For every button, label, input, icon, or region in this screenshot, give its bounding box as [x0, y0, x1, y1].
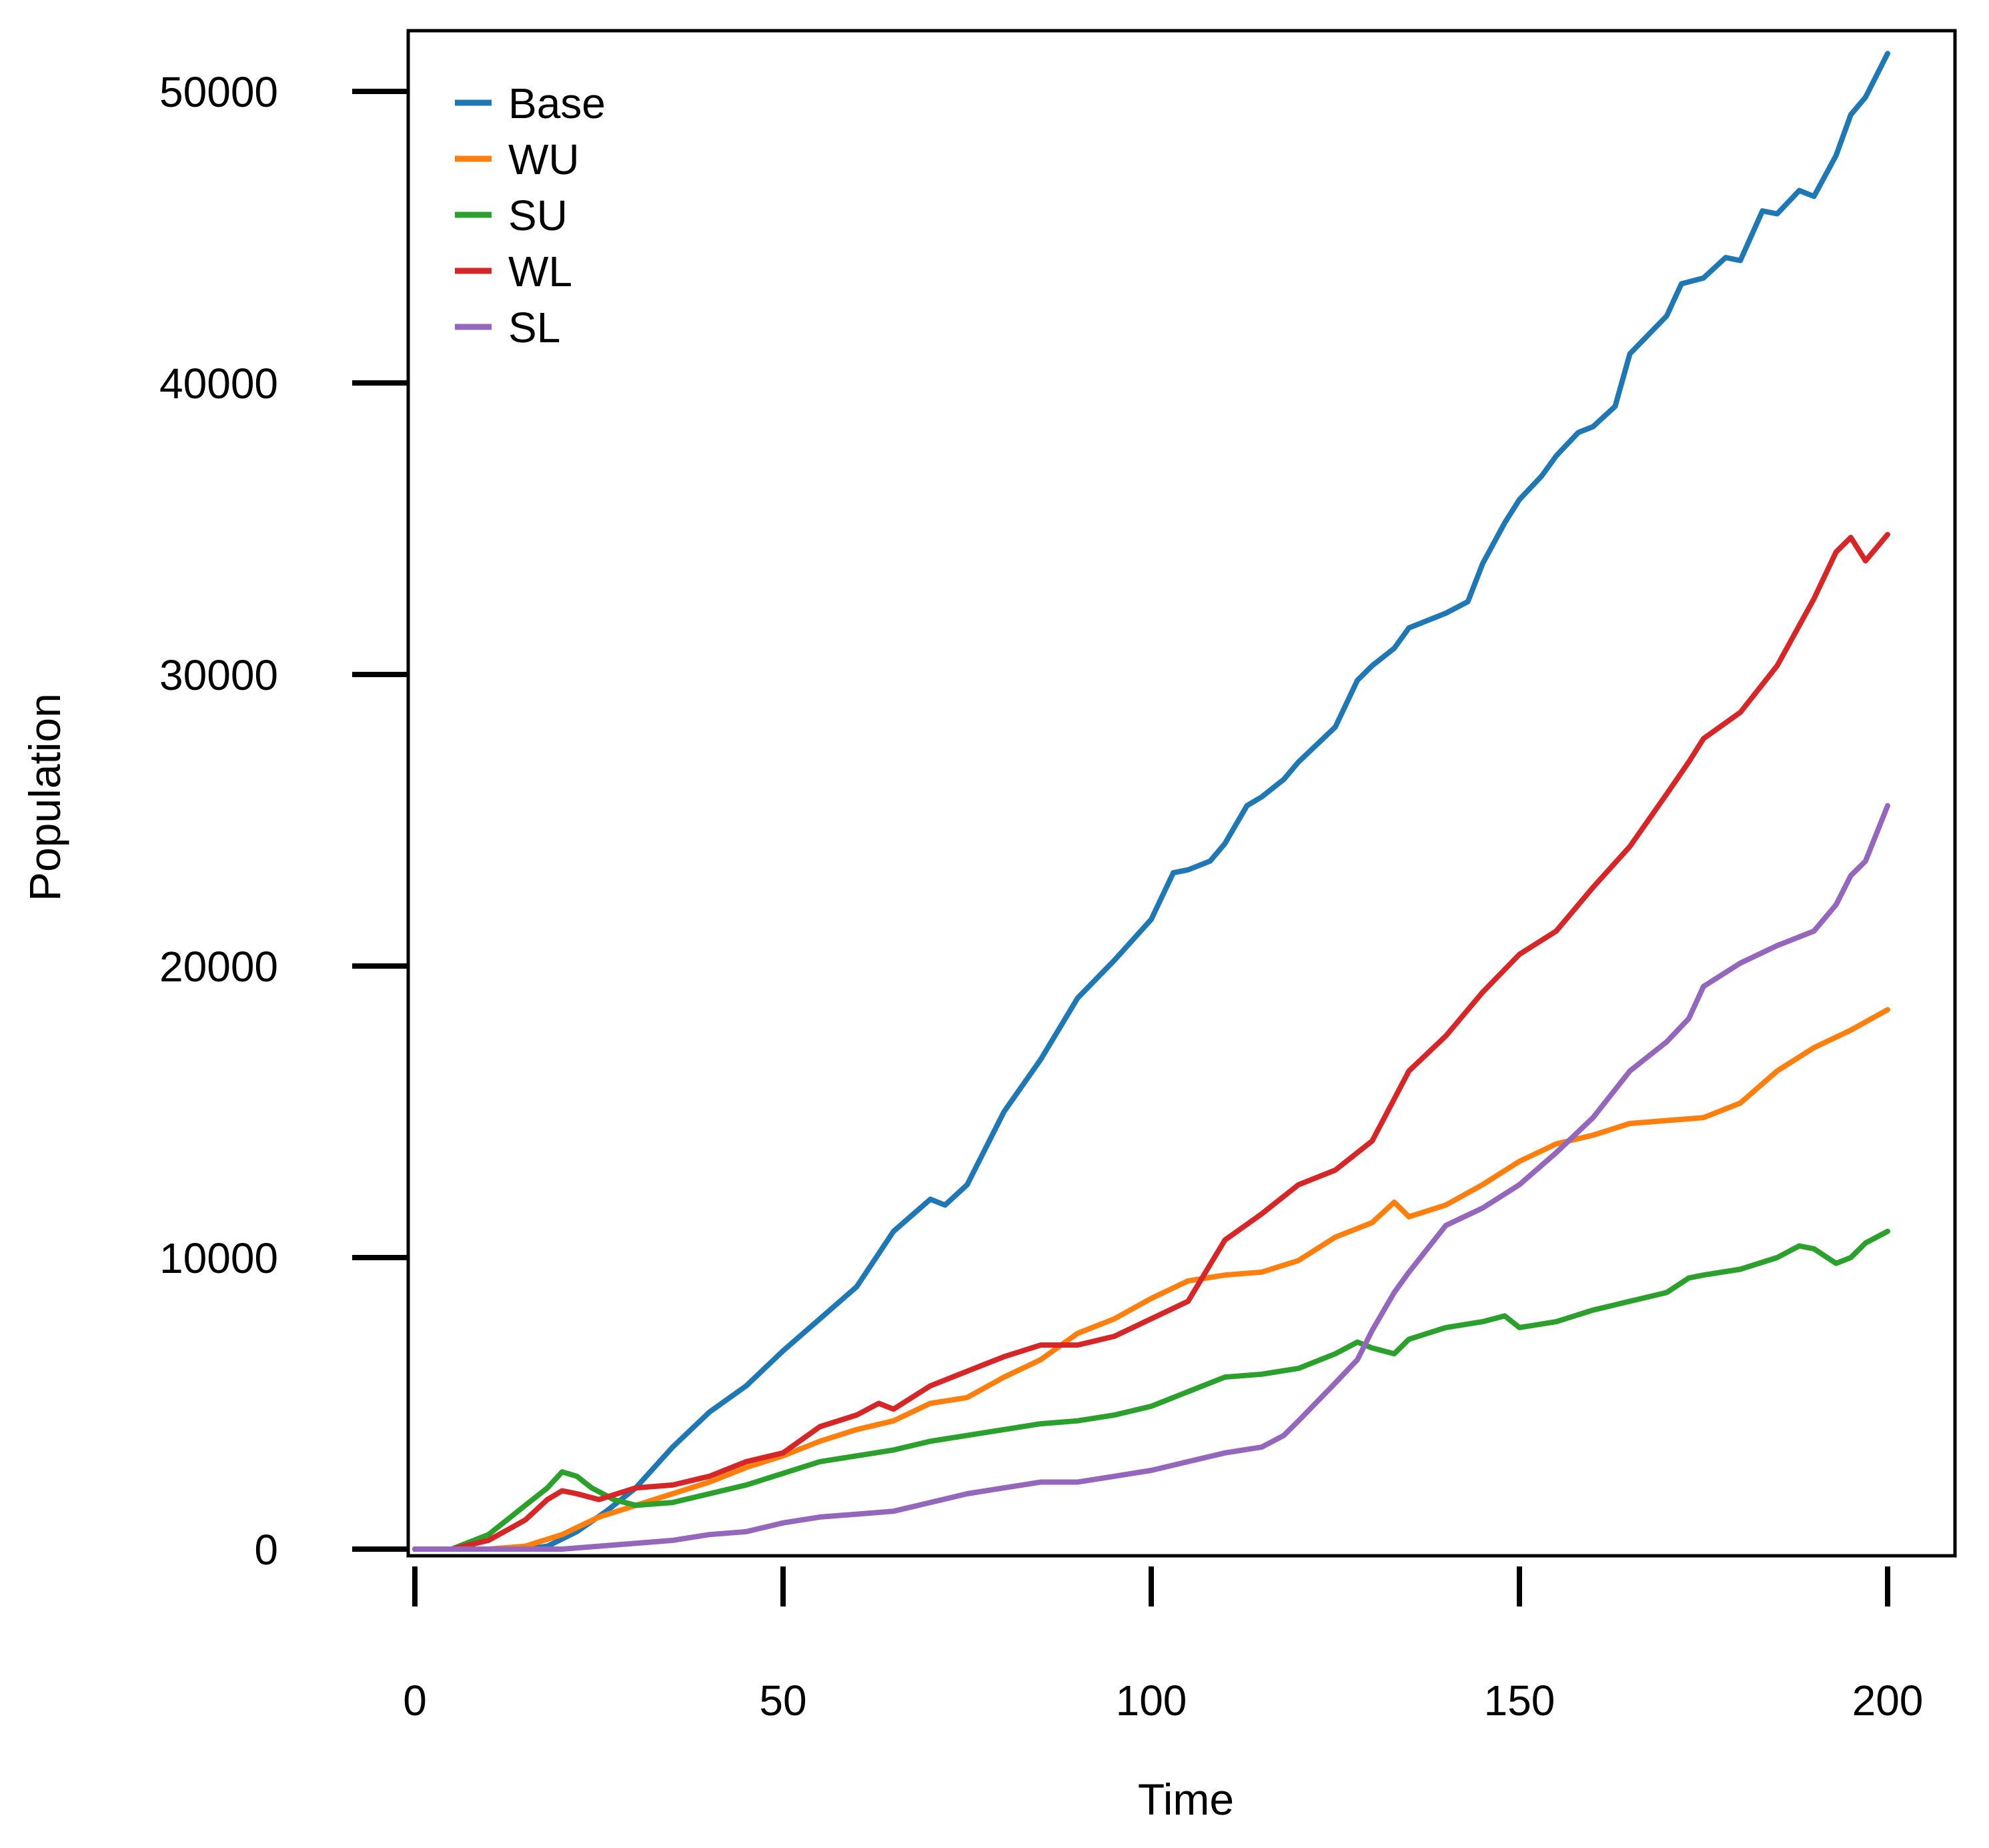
x-tick-label: 200	[1852, 1677, 1924, 1725]
y-tick-label: 0	[254, 1526, 278, 1574]
y-tick-label: 10000	[159, 1234, 278, 1282]
y-tick-label: 20000	[159, 943, 278, 991]
x-tick-label: 100	[1116, 1677, 1187, 1725]
legend-label: SL	[508, 304, 560, 352]
y-axis-label: Population	[20, 693, 69, 901]
x-axis-ticks: 0 50 100 150 200	[403, 1566, 1923, 1725]
y-tick-label: 40000	[159, 360, 278, 408]
series-line-sl	[412, 803, 1890, 1552]
series-lines	[412, 51, 1890, 1552]
legend-label: WU	[508, 135, 580, 183]
x-tick-label: 50	[759, 1677, 806, 1725]
x-tick-label: 0	[403, 1677, 427, 1725]
series-line-wu	[412, 1007, 1890, 1552]
series-line-su	[412, 1228, 1890, 1552]
legend-label: Base	[508, 79, 606, 127]
x-axis-label: Time	[1138, 1775, 1234, 1824]
series-line-wl	[412, 532, 1890, 1552]
plot-frame	[406, 29, 1957, 1558]
legend: Base WU SU WL SL	[455, 79, 606, 352]
y-tick-label: 50000	[159, 68, 278, 116]
series-line-base	[412, 51, 1890, 1552]
x-tick-label: 150	[1484, 1677, 1555, 1725]
y-tick-label: 30000	[159, 651, 278, 699]
y-axis-ticks: 0 10000 20000 30000 40000 50000	[159, 68, 408, 1574]
legend-label: WL	[508, 248, 572, 296]
legend-label: SU	[508, 191, 568, 240]
